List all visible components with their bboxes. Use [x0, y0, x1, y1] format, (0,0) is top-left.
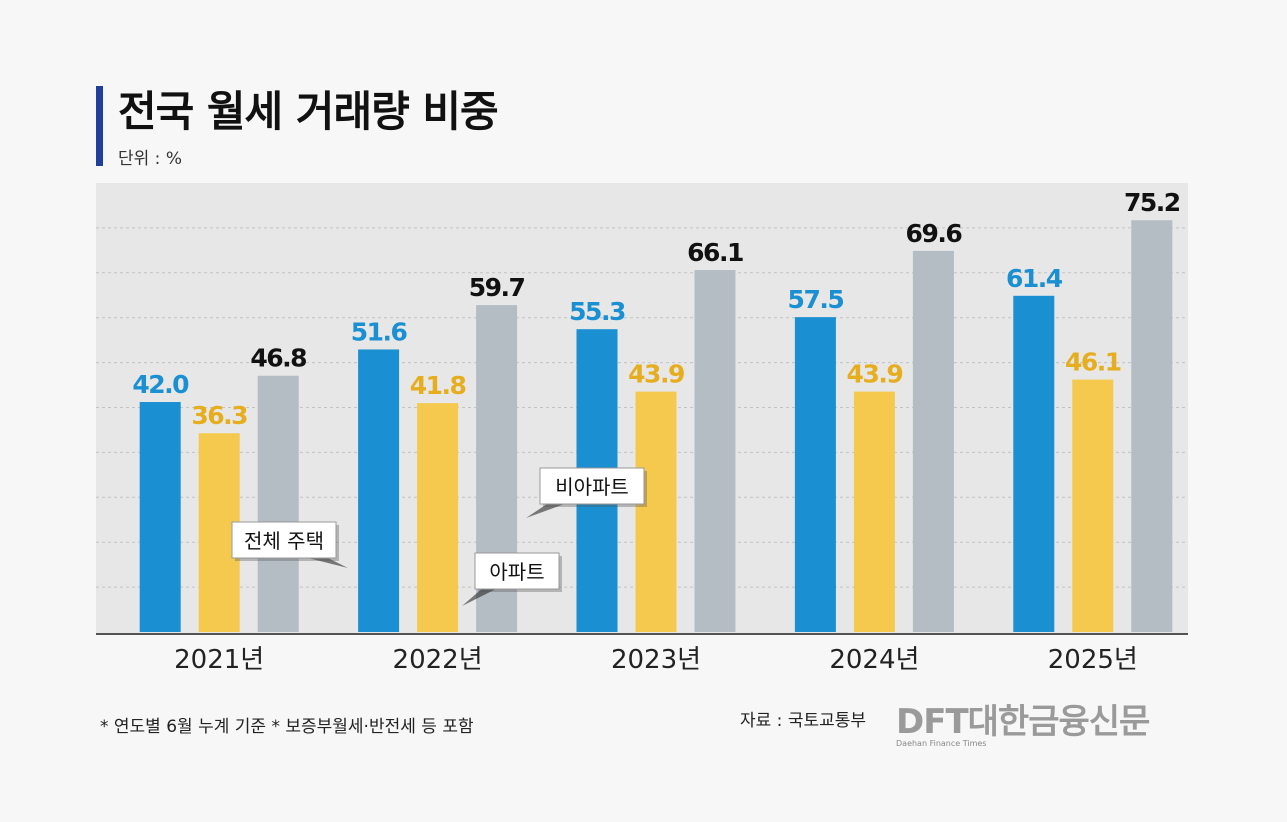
x-tick-label: 2021년	[174, 645, 264, 675]
chart-title: 전국 월세 거래량 비중	[118, 87, 499, 136]
logo-text: DFT대한금융신문	[896, 702, 1150, 742]
footnote: * 연도별 6월 누계 기준 * 보증부월세·반전세 등 포함	[100, 717, 474, 737]
x-tick-label: 2024년	[829, 645, 919, 675]
legend-label: 전체 주택	[244, 529, 324, 553]
bar-3-2023년	[694, 270, 736, 632]
value-label: 55.3	[569, 297, 625, 326]
unit-label: 단위 : %	[118, 149, 182, 169]
bar-3-2025년	[1131, 220, 1173, 633]
value-label: 41.8	[410, 371, 466, 400]
value-label: 57.5	[788, 285, 844, 314]
legend-label: 비아파트	[555, 475, 629, 499]
callout-box	[231, 521, 337, 559]
value-label: 46.1	[1065, 348, 1121, 377]
value-label: 36.3	[191, 401, 247, 430]
value-label: 43.9	[847, 360, 903, 389]
bar-2-2025년	[1072, 379, 1114, 632]
x-tick-label: 2025년	[1048, 645, 1138, 675]
bar-1-2022년	[358, 349, 400, 632]
source-label: 자료 : 국토교통부	[740, 711, 867, 731]
bar-3-2021년	[257, 375, 299, 632]
callout-tail	[526, 502, 570, 518]
x-tick-label: 2022년	[393, 645, 483, 675]
callout-box	[539, 467, 645, 505]
value-label: 66.1	[687, 238, 743, 267]
value-label: 61.4	[1006, 264, 1063, 293]
legend-label: 아파트	[489, 560, 544, 584]
value-label: 75.2	[1124, 188, 1180, 217]
bar-1-2024년	[794, 317, 836, 632]
value-label: 46.8	[250, 344, 306, 373]
brand-logo: DFT대한금융신문 Daehan Finance Times	[896, 694, 1150, 748]
x-tick-label: 2023년	[611, 645, 701, 675]
value-label: 42.0	[132, 370, 189, 399]
bar-1-2021년	[139, 402, 181, 632]
callout-tail	[462, 587, 500, 606]
title-accent-bar	[96, 86, 103, 166]
callout-box	[474, 552, 560, 590]
callout-tail	[300, 556, 348, 568]
value-label: 69.6	[906, 219, 963, 248]
bar-2-2022년	[417, 403, 459, 632]
bar-2-2024년	[853, 391, 895, 632]
bar-2-2023년	[635, 391, 677, 632]
value-label: 43.9	[628, 360, 684, 389]
bar-1-2025년	[1013, 295, 1055, 632]
logo-subtitle: Daehan Finance Times	[896, 739, 987, 748]
value-label: 51.6	[351, 317, 408, 346]
bar-3-2024년	[912, 250, 954, 632]
value-label: 59.7	[469, 273, 525, 302]
